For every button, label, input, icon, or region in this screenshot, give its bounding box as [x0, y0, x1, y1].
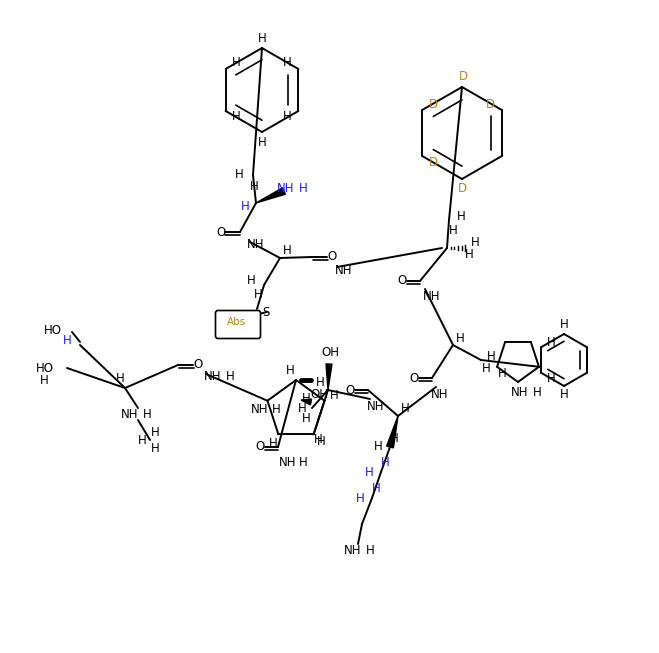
Text: H: H: [298, 402, 306, 415]
Text: OH: OH: [321, 347, 339, 360]
Text: D: D: [428, 97, 438, 110]
Text: H: H: [258, 136, 266, 148]
Text: H: H: [317, 435, 326, 448]
Text: NH: NH: [247, 238, 265, 251]
Text: H: H: [364, 466, 374, 479]
Text: H: H: [272, 404, 281, 416]
Text: NH: NH: [279, 456, 297, 468]
Text: H: H: [457, 210, 465, 223]
Text: Abs: Abs: [227, 317, 246, 327]
Text: NH: NH: [335, 264, 353, 276]
Text: H: H: [455, 332, 465, 345]
Text: H: H: [283, 244, 291, 257]
Text: H: H: [389, 432, 399, 445]
Text: H: H: [482, 362, 490, 375]
Text: D: D: [486, 97, 496, 110]
Text: H: H: [498, 367, 507, 380]
Text: H: H: [366, 543, 374, 556]
Text: NH: NH: [367, 400, 385, 413]
Text: H: H: [471, 236, 479, 249]
Text: H: H: [302, 392, 310, 404]
FancyBboxPatch shape: [215, 310, 260, 338]
Text: H: H: [250, 180, 258, 193]
Text: NH: NH: [423, 289, 441, 302]
Text: O: O: [216, 225, 225, 238]
Text: H: H: [299, 182, 307, 195]
Text: H: H: [381, 456, 389, 470]
Text: O: O: [256, 441, 265, 453]
Text: NH: NH: [250, 404, 268, 416]
Text: H: H: [142, 409, 152, 421]
Text: H: H: [283, 57, 292, 69]
Text: H: H: [314, 433, 323, 446]
Text: H: H: [254, 289, 262, 302]
Text: H: H: [269, 437, 277, 450]
Text: H: H: [465, 247, 473, 261]
Text: H: H: [241, 200, 249, 214]
Text: NH: NH: [204, 370, 221, 383]
Text: NH: NH: [511, 385, 529, 398]
Text: O: O: [328, 251, 337, 264]
Text: H: H: [547, 336, 556, 349]
Text: H: H: [401, 402, 409, 415]
Text: H: H: [235, 168, 243, 182]
Text: D: D: [459, 71, 468, 84]
Text: NH: NH: [431, 387, 449, 400]
Polygon shape: [256, 188, 285, 203]
Text: H: H: [559, 319, 568, 332]
Text: NH: NH: [277, 182, 295, 195]
Text: HO: HO: [36, 362, 54, 375]
Text: H: H: [374, 441, 382, 453]
Text: H: H: [232, 110, 241, 123]
Text: H: H: [449, 223, 457, 236]
Text: NH: NH: [344, 543, 362, 556]
Text: H: H: [232, 57, 241, 69]
Text: H: H: [138, 434, 146, 447]
Text: H: H: [63, 334, 71, 347]
Text: H: H: [299, 456, 307, 468]
Text: S: S: [262, 306, 270, 319]
Text: H: H: [246, 274, 256, 287]
Text: H: H: [547, 372, 556, 385]
Text: H: H: [532, 385, 542, 398]
Text: H: H: [151, 426, 159, 439]
Text: O: O: [409, 372, 418, 385]
Text: O: O: [345, 383, 355, 396]
Text: O: O: [397, 274, 407, 287]
Text: H: H: [225, 370, 235, 383]
Text: H: H: [316, 375, 324, 389]
Text: OH: OH: [310, 387, 328, 400]
Text: D: D: [428, 155, 438, 168]
Text: H: H: [486, 349, 496, 362]
Text: H: H: [115, 372, 125, 385]
Polygon shape: [387, 416, 398, 448]
Text: H: H: [356, 492, 364, 505]
Text: H: H: [302, 411, 310, 424]
Text: D: D: [457, 182, 467, 195]
Text: HO: HO: [44, 323, 62, 336]
Text: O: O: [193, 358, 202, 372]
Text: NH: NH: [121, 409, 139, 421]
Text: H: H: [330, 389, 339, 402]
Text: H: H: [372, 483, 380, 496]
Polygon shape: [301, 399, 312, 405]
Text: H: H: [283, 110, 292, 123]
Text: H: H: [258, 31, 266, 44]
Text: H: H: [285, 364, 295, 377]
Text: H: H: [40, 374, 48, 387]
Text: H: H: [559, 389, 568, 402]
Polygon shape: [326, 364, 332, 390]
Text: H: H: [151, 441, 159, 454]
